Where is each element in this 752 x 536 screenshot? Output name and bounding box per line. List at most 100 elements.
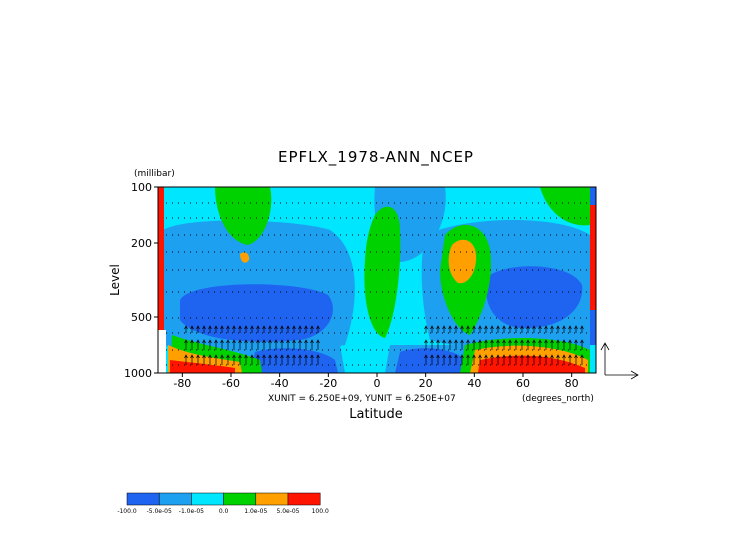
contour-region: [590, 205, 596, 310]
vectors: [184, 325, 584, 365]
x-tick-label: 0: [374, 377, 381, 390]
vector: [196, 325, 200, 333]
vector: [274, 325, 278, 333]
vector: [298, 339, 302, 350]
x-tick-label: 40: [467, 377, 481, 390]
vector: [292, 325, 296, 333]
vector: [484, 325, 488, 333]
vector: [514, 339, 518, 350]
vector: [496, 339, 500, 350]
vector: [196, 354, 200, 365]
x-tick-label: -80: [173, 377, 191, 390]
vector: [256, 325, 260, 333]
vector: [226, 339, 230, 350]
x-tick-label: 20: [419, 377, 433, 390]
annotation: XUNIT = 6.250E+09, YUNIT = 6.250E+07: [268, 394, 456, 404]
vector: [310, 354, 314, 365]
vector: [490, 325, 494, 333]
colorbar-label: -100.0: [117, 508, 137, 515]
vector: [574, 354, 578, 365]
x-tick-label: -20: [319, 377, 337, 390]
contour-region: [540, 187, 590, 226]
vector: [574, 325, 578, 333]
vector: [520, 325, 524, 333]
vector: [508, 339, 512, 350]
vector: [316, 354, 320, 365]
vector: [232, 325, 236, 333]
vector: [550, 325, 554, 333]
vector: [184, 339, 188, 350]
vector: [484, 339, 488, 350]
vector: [244, 354, 248, 365]
vector: [574, 339, 578, 350]
vector: [478, 325, 482, 333]
vector: [238, 354, 242, 365]
x-tick-label: 60: [516, 377, 530, 390]
vector: [304, 339, 308, 350]
vector: [526, 325, 530, 333]
vector: [502, 325, 506, 333]
vector: [238, 339, 242, 350]
vector: [208, 354, 212, 365]
vector: [514, 325, 518, 333]
vector: [562, 354, 566, 365]
vector: [286, 339, 290, 350]
colorbar-label: -5.0e-05: [147, 508, 172, 515]
vector: [262, 354, 266, 365]
vector: [226, 325, 230, 333]
vector: [532, 325, 536, 333]
vector: [442, 339, 446, 350]
vector: [460, 325, 464, 333]
vector: [556, 339, 560, 350]
vector: [280, 354, 284, 365]
vector: [568, 325, 572, 333]
vector: [190, 339, 194, 350]
vector: [502, 354, 506, 365]
colorbar-box: [191, 492, 224, 506]
vector: [568, 339, 572, 350]
vector: [430, 325, 434, 333]
vector: [202, 325, 206, 333]
colorbar-box: [287, 492, 321, 506]
vector: [262, 325, 266, 333]
vector: [202, 354, 206, 365]
vector: [424, 354, 428, 365]
vector: [298, 354, 302, 365]
vector: [232, 354, 236, 365]
vector: [478, 339, 482, 350]
vector: [454, 339, 458, 350]
vector: [208, 325, 212, 333]
vector: [502, 339, 506, 350]
vector: [268, 339, 272, 350]
missing-data: [158, 330, 166, 373]
x-tick-label: 80: [565, 377, 579, 390]
vector: [238, 325, 242, 333]
vector: [508, 325, 512, 333]
vector: [190, 354, 194, 365]
vector: [316, 339, 320, 350]
vector: [424, 325, 428, 333]
vector: [472, 325, 476, 333]
vector: [538, 354, 542, 365]
contour-region: [448, 239, 477, 284]
colorbar-label: 1.0e-05: [244, 508, 267, 515]
vector: [520, 339, 524, 350]
vector: [316, 325, 320, 333]
vector: [490, 339, 494, 350]
vector: [304, 354, 308, 365]
vector: [436, 325, 440, 333]
vector: [532, 339, 536, 350]
vector: [580, 339, 584, 350]
vector: [466, 354, 470, 365]
vector: [508, 354, 512, 365]
vector: [220, 339, 224, 350]
vector: [544, 325, 548, 333]
vector: [286, 325, 290, 333]
vector: [478, 354, 482, 365]
y-tick-label: 500: [131, 311, 152, 324]
vector: [436, 339, 440, 350]
vector: [472, 339, 476, 350]
vector: [220, 354, 224, 365]
reference-arrow: [600, 342, 639, 380]
